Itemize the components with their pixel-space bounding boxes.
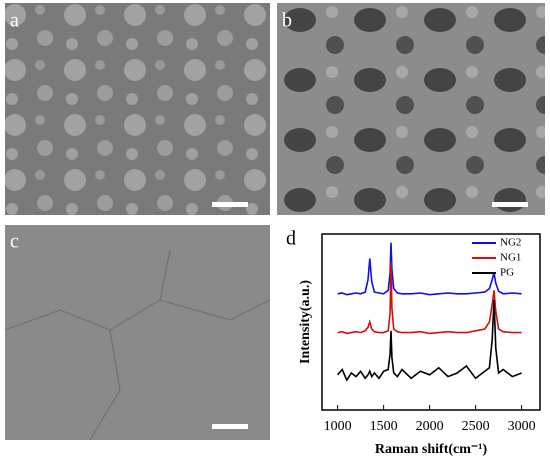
x-tick-label: 2000	[416, 419, 444, 434]
x-tick-label: 1500	[370, 419, 398, 434]
plot-frame	[321, 233, 541, 411]
grain-boundaries	[4, 249, 271, 441]
chart: 1000 1500 2000 2500 3000 Raman shift(cm⁻¹) Int…	[298, 233, 541, 457]
panel-label: d	[286, 228, 296, 250]
x-tick-label: 2500	[462, 419, 490, 434]
series-line	[336, 299, 522, 382]
x-tick-label: 3000	[508, 419, 536, 434]
series-line	[337, 242, 522, 296]
legend-label: PG	[500, 267, 514, 279]
scale-bar	[212, 424, 248, 429]
y-axis-label: Intensity(a.u.)	[298, 280, 313, 364]
sem-image-c	[5, 225, 270, 440]
panel-label: b	[282, 10, 292, 32]
x-tick-label: 1000	[324, 419, 352, 434]
sem-image-b	[277, 3, 545, 215]
legend-label: NG1	[500, 252, 521, 264]
panel-label: a	[10, 10, 19, 32]
panel-label: c	[10, 231, 19, 253]
series-line	[337, 262, 522, 335]
scale-bar	[212, 202, 248, 207]
sem-image-a	[5, 3, 270, 215]
legend-label: NG2	[500, 237, 521, 249]
scale-bar	[492, 202, 528, 207]
x-axis-label: Raman shift(cm⁻¹)	[375, 442, 488, 457]
